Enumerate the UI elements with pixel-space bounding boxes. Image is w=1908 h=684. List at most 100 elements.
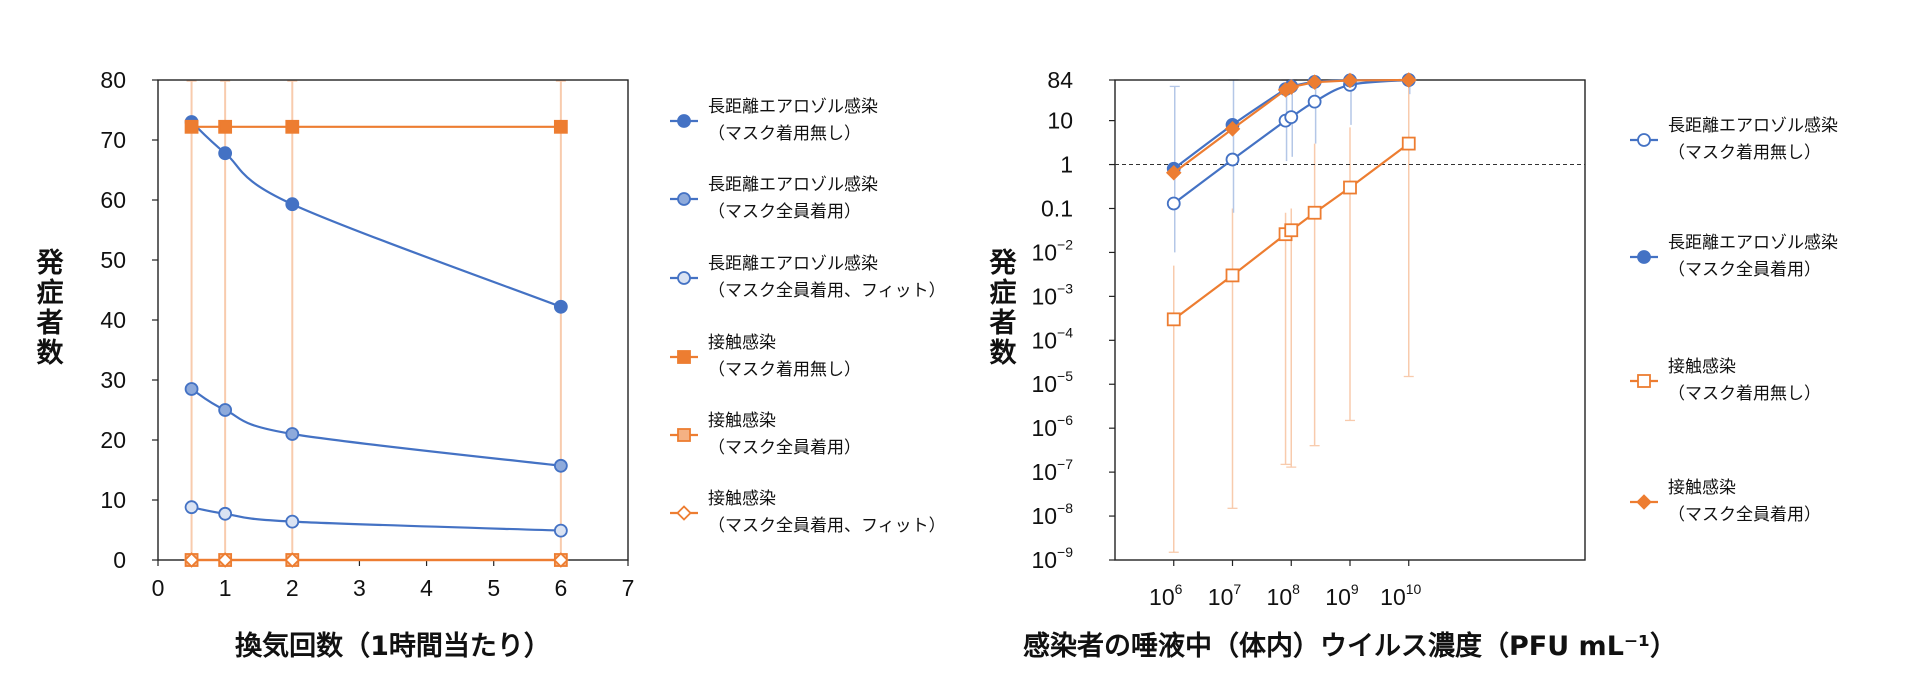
- legend-label: （マスク全員着用、フィット）: [708, 516, 946, 536]
- legend-marker: [677, 271, 691, 285]
- series: [1166, 136, 1416, 327]
- data-point: [284, 552, 301, 568]
- y-tick-label-base: 10: [1031, 459, 1057, 485]
- y-tick-label: 10−7: [1031, 456, 1073, 485]
- x-tick-label-exp: 6: [1175, 581, 1183, 597]
- y-tick-label-exp: −5: [1057, 368, 1073, 384]
- legend-label: （マスク全員着用）: [1668, 505, 1821, 525]
- data-point: [218, 506, 233, 521]
- series: [1165, 72, 1417, 181]
- data-point: [1165, 164, 1182, 181]
- data-point: [1284, 110, 1299, 125]
- y-tick-label-exp: −9: [1057, 544, 1073, 560]
- x-tick-label-exp: 9: [1351, 581, 1359, 597]
- legend-label: 接触感染: [708, 489, 776, 509]
- y-tick-label-exp: −7: [1057, 456, 1073, 472]
- legend-label: 接触感染: [1668, 478, 1736, 498]
- series: [184, 382, 568, 473]
- y-tick-label-base: 10: [1031, 283, 1057, 309]
- x-tick-label: 5: [487, 575, 500, 601]
- data-point: [1307, 94, 1322, 109]
- data-point: [553, 523, 568, 538]
- data-point: [553, 299, 568, 314]
- legend-marker: [1637, 133, 1651, 147]
- legend-label: （マスク全員着用）: [1668, 260, 1821, 280]
- error-bars: [186, 80, 566, 560]
- legend-label: （マスク全員着用）: [708, 202, 861, 222]
- y-tick-label-base: 1: [1060, 152, 1073, 178]
- data-point: [1342, 72, 1358, 89]
- data-point: [553, 552, 569, 568]
- y-tick-label-exp: −8: [1057, 500, 1073, 516]
- legend-marker: [1636, 494, 1652, 510]
- legend-label: 長距離エアロゾル感染: [1668, 233, 1838, 253]
- x-tick-label: 3: [353, 575, 366, 601]
- legend-label: （マスク着用無し）: [1668, 384, 1821, 404]
- x-axis-title: 感染者の唾液中（体内）ウイルス濃度（PFU mL⁻¹）: [1023, 630, 1677, 662]
- y-axis-title-char: 数: [990, 338, 1018, 369]
- chart-viral-concentration: 106 107 108 109 1010841010.110−210−310−410−5…: [989, 67, 1839, 662]
- data-point: [184, 382, 199, 396]
- y-axis-title-char: 症: [37, 278, 64, 309]
- data-point: [184, 119, 199, 134]
- y-tick-label: 20: [100, 427, 126, 453]
- y-axis-title: 発症者数: [36, 248, 65, 369]
- y-tick-label-base: 10: [1031, 547, 1057, 573]
- series: [184, 119, 568, 134]
- data-point: [285, 119, 300, 134]
- y-tick-label: 50: [100, 247, 126, 273]
- y-axis-title-char: 発: [36, 248, 65, 279]
- x-tick-label-base: 10: [1380, 584, 1406, 610]
- legend-label: （マスク着用無し）: [1668, 143, 1821, 163]
- y-axis-title-char: 者: [990, 308, 1017, 339]
- data-point: [218, 146, 233, 161]
- legend-marker: [1637, 250, 1651, 264]
- data-point: [1307, 205, 1322, 220]
- legend-label: 接触感染: [1668, 357, 1736, 377]
- legend-marker: [677, 192, 691, 206]
- legend: 長距離エアロゾル感染 （マスク着用無し） 長距離エアロゾル感染 （マスク全員着用） 長距…: [670, 97, 946, 536]
- y-tick-label: 10: [100, 487, 126, 513]
- legend-label: （マスク全員着用、フィット）: [708, 281, 946, 301]
- y-tick-label-base: 0.1: [1041, 195, 1073, 221]
- legend-label: （マスク着用無し）: [708, 360, 861, 380]
- y-tick-label-exp: −4: [1057, 324, 1073, 340]
- x-tick-label-base: 10: [1208, 584, 1234, 610]
- y-axis-title-char: 症: [990, 278, 1017, 309]
- x-tick-label: 0: [152, 575, 165, 601]
- data-point: [1166, 196, 1181, 211]
- y-tick-label: 10−4: [1031, 324, 1073, 353]
- y-axis-title: 発症者数: [989, 248, 1018, 369]
- y-tick-label-base: 10: [1031, 327, 1057, 353]
- y-tick-label: 10: [1047, 108, 1073, 134]
- x-tick-label-exp: 10: [1406, 581, 1422, 597]
- x-tick-label: 4: [420, 575, 433, 601]
- legend-label: 接触感染: [708, 333, 776, 353]
- series: [183, 552, 569, 568]
- data-point: [1343, 180, 1357, 195]
- data-point: [218, 119, 233, 134]
- x-tick-label: 108: [1267, 581, 1301, 610]
- legend-label: （マスク着用無し）: [708, 124, 861, 144]
- y-tick-label: 10−3: [1031, 280, 1073, 309]
- data-point: [1401, 136, 1416, 151]
- data-point: [217, 552, 233, 568]
- legend-marker: [677, 114, 691, 128]
- y-tick-label: 60: [100, 187, 126, 213]
- y-tick-label: 10−8: [1031, 500, 1073, 529]
- series-line: [190, 388, 561, 467]
- y-tick-label: 1: [1060, 152, 1073, 178]
- y-tick-label-exp: −2: [1057, 236, 1073, 252]
- series: [184, 500, 568, 538]
- data-point: [1225, 268, 1240, 283]
- series-line: [190, 121, 562, 308]
- y-tick-label: 84: [1047, 67, 1073, 93]
- x-tick-label: 109: [1325, 581, 1359, 610]
- x-tick-label: 1010: [1380, 581, 1421, 610]
- y-tick-label: 10−5: [1031, 368, 1073, 397]
- series-line: [191, 506, 561, 532]
- data-point: [553, 458, 568, 473]
- y-axis-title-char: 者: [37, 308, 64, 339]
